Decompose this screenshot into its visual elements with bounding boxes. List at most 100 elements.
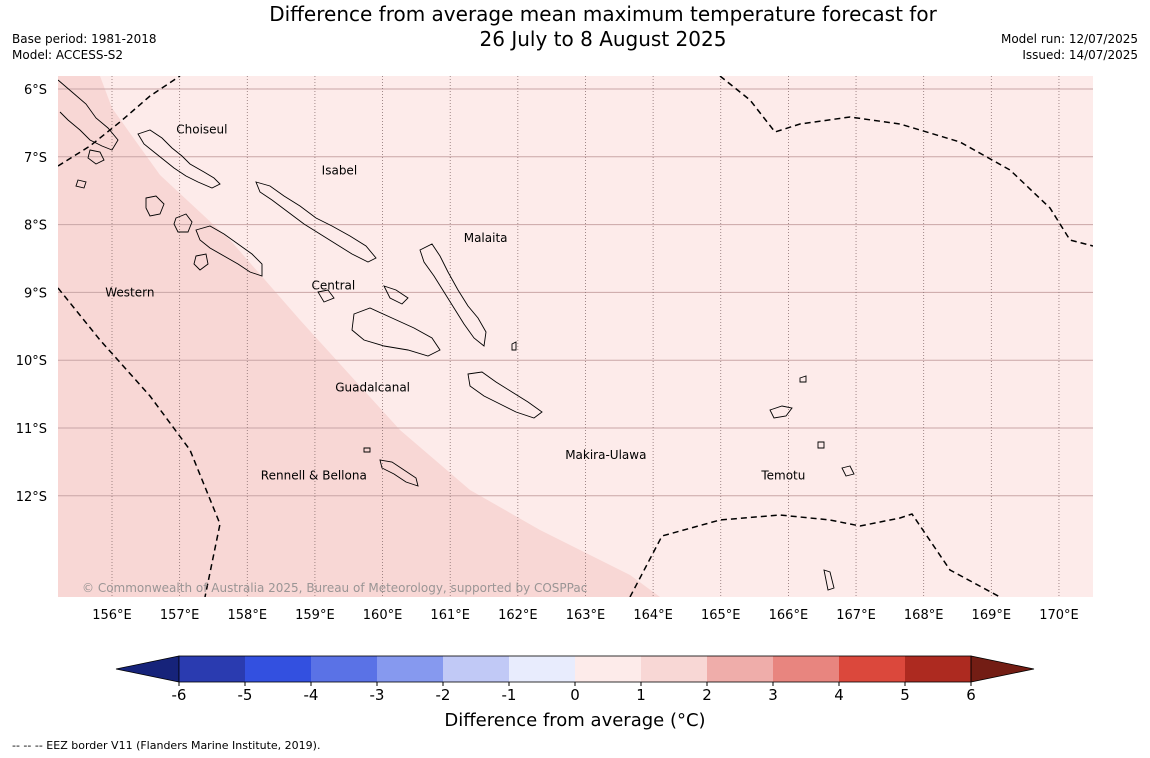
colorbar-tick-label: -5 [238,686,253,704]
colorbar-tick-label: 1 [636,686,646,704]
graticule [58,76,1093,597]
colorbar-segment [179,656,245,682]
province-label: Central [312,279,356,293]
title-line-1: Difference from average mean maximum tem… [269,2,937,26]
province-label: Western [105,285,154,299]
bougainville-coast [58,79,119,151]
title-line-2: 26 July to 8 August 2025 [479,27,727,51]
colorbar-tick-label: -2 [436,686,451,704]
colorbar-tick-label: 4 [834,686,844,704]
province-label: Temotu [760,468,805,482]
lon-tick-label: 162°E [498,608,538,623]
bellona-coast [363,447,371,453]
footnote: -- -- -- EEZ border V11 (Flanders Marine… [12,739,321,752]
base-period: Base period: 1981-2018 [12,32,157,46]
vella-lavella-coast [145,195,165,217]
lat-tick-label: 11°S [16,422,47,437]
buka-coast [87,149,105,165]
anuta-coast [817,441,825,449]
meta-right: Model run: 12/07/2025 Issued: 14/07/2025 [1001,31,1138,63]
coastlines [58,79,855,591]
lon-tick-label: 158°E [228,608,268,623]
new-georgia-coast [195,225,263,277]
lon-tick-label: 168°E [904,608,944,623]
province-label: Malaita [464,231,508,245]
lon-tick-label: 166°E [769,608,809,623]
colorbar-segment [575,656,641,682]
province-label: Choiseul [176,123,227,137]
longitude-tick-labels: 156°E 157°E 158°E 159°E 160°E 161°E 162°E 163°E… [92,608,1078,623]
colorbar-tick-label: -1 [502,686,517,704]
colorbar-tick-label: -4 [304,686,319,704]
malaita-coast [419,243,487,347]
rennell-coast [379,459,419,487]
colorbar-segment [377,656,443,682]
eez-border-south [629,513,1001,597]
lat-tick-label: 12°S [16,490,47,505]
lon-tick-label: 170°E [1039,608,1079,623]
colorbar-segment [509,656,575,682]
colorbar-tick-labels: -6 -5 -4 -3 -2 -1 0 1 2 3 4 5 6 [172,682,976,704]
lon-tick-label: 161°E [430,608,470,623]
province-label: Guadalcanal [335,380,410,394]
province-labels: Choiseul Isabel Malaita Western Central Guada… [105,123,805,483]
issued-date: Issued: 14/07/2025 [1022,48,1138,62]
province-label: Rennell & Bellona [261,468,367,482]
makira-coast [467,371,543,419]
eez-border-north [58,76,181,167]
lon-tick-label: 167°E [836,608,876,623]
tikopia-coast [841,465,855,477]
choiseul-coast [137,129,221,189]
lon-tick-label: 157°E [160,608,200,623]
colorbar-tick-label: 3 [768,686,778,704]
colorbar-tick-label: -3 [370,686,385,704]
model-name: Model: ACCESS-S2 [12,48,124,62]
colorbar-segment [443,656,509,682]
small-malaita-coast [511,341,517,351]
eez-border-east [719,76,1093,247]
colorbar-label: Difference from average (°C) [444,710,706,731]
colorbar-segment [773,656,839,682]
kolombangara-coast [173,213,193,233]
copyright-notice: © Commonwealth of Australia 2025, Bureau… [82,581,587,595]
eez-border-west [58,287,221,597]
utupua-coast [823,569,835,591]
colorbar-segment [839,656,905,682]
lat-tick-label: 6°S [24,83,47,98]
colorbar-tick-label: 0 [570,686,580,704]
colorbar-min-arrow [115,655,180,683]
colorbar-tick-label: 5 [900,686,910,704]
lon-tick-label: 164°E [633,608,673,623]
isabel-coast [255,181,377,263]
florida-islands-coast [317,289,335,303]
lon-tick-label: 169°E [972,608,1012,623]
colorbar-segment [245,656,311,682]
field-band-1-2 [58,76,660,597]
colorbar-tick-label: -6 [172,686,187,704]
lat-tick-label: 7°S [24,151,47,166]
santa-cruz-coast [769,405,793,419]
lat-tick-label: 10°S [16,354,47,369]
model-run: Model run: 12/07/2025 [1000,32,1138,46]
lon-tick-label: 165°E [701,608,741,623]
shortland-coast [75,179,87,189]
lon-tick-label: 163°E [566,608,606,623]
lat-tick-label: 9°S [24,286,47,301]
eez-borders [58,76,1093,597]
lon-tick-label: 156°E [92,608,132,623]
province-label: Makira-Ulawa [565,448,646,462]
lon-tick-label: 159°E [295,608,335,623]
meta-left: Base period: 1981-2018 Model: ACCESS-S2 [12,31,157,63]
russell-islands-coast [383,285,409,305]
reef-islands-coast [799,375,807,383]
colorbar-tick-label: 6 [966,686,976,704]
map-title: Difference from average mean maximum tem… [0,2,1150,52]
rendova-coast [193,253,209,271]
lat-tick-label: 8°S [24,219,47,234]
colorbar-segment [641,656,707,682]
colorbar-segment [707,656,773,682]
colorbar [115,655,1035,683]
colorbar-segment [311,656,377,682]
lon-tick-label: 160°E [363,608,403,623]
